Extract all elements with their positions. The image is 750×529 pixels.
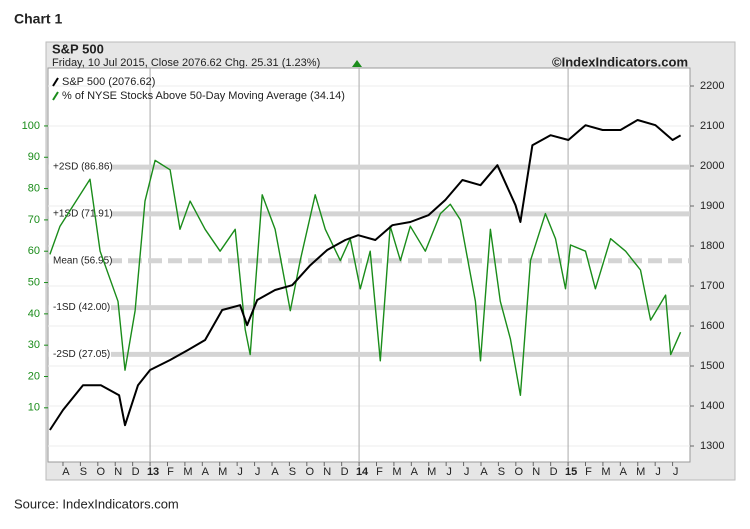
reference-label-bg [49,347,111,361]
y2-tick-label: 1300 [700,440,724,452]
x-tick-label: S [80,466,87,478]
x-tick-label: S [289,466,296,478]
reference-label: +1SD (71.91) [53,209,113,220]
source: Source: IndexIndicators.com [14,496,179,511]
y2-tick-label: 1800 [700,240,724,252]
reference-label: +2SD (86.86) [53,162,113,173]
chart-subtitle: Friday, 10 Jul 2015, Close 2076.62 Chg. … [52,57,320,69]
reference-label-bg [49,253,111,267]
x-tick-label: N [532,466,540,478]
up-arrow [352,60,362,67]
x-tick-label: A [411,466,419,478]
x-tick-label: 15 [565,466,577,478]
x-tick-label: O [306,466,315,478]
x-tick-label: 13 [147,466,159,478]
chart-title: S&P 500 [52,41,104,56]
y-tick-label: 60 [28,245,40,257]
legend-label: % of NYSE Stocks Above 50-Day Moving Ave… [62,90,345,102]
x-tick-label: 14 [356,466,369,478]
legend-label: S&P 500 (2076.62) [62,76,155,88]
reference-label: -1SD (42.00) [53,302,110,313]
x-tick-label: A [620,466,628,478]
y2-tick-label: 1700 [700,280,724,292]
x-tick-label: J [446,466,452,478]
y-tick-label: 40 [28,308,40,320]
y-tick-label: 70 [28,214,40,226]
x-tick-label: F [167,466,174,478]
x-tick-label: A [202,466,210,478]
x-tick-label: M [218,466,227,478]
x-tick-label: A [271,466,279,478]
x-tick-label: J [655,466,661,478]
x-tick-label: M [636,466,645,478]
watermark: ©IndexIndicators.com [552,54,688,69]
series-line [49,159,682,396]
x-tick-label: O [97,466,106,478]
x-tick-label: D [132,466,140,478]
x-tick-label: M [427,466,436,478]
y-tick-label: 30 [28,339,40,351]
x-tick-label: M [392,466,401,478]
x-tick-label: F [585,466,592,478]
reference-label-bg [49,300,111,314]
x-tick-label: J [237,466,243,478]
x-tick-label: J [464,466,470,478]
x-tick-label: J [673,466,679,478]
y-tick-label: 90 [28,151,40,163]
x-tick-label: N [114,466,122,478]
legend-icon [52,91,59,101]
y2-tick-label: 2000 [700,160,724,172]
x-tick-label: O [515,466,524,478]
x-tick-label: D [550,466,558,478]
heading: Chart 1 [14,11,62,27]
x-tick-label: N [323,466,331,478]
reference-label: -2SD (27.05) [53,349,110,360]
y-tick-label: 50 [28,276,40,288]
y2-tick-label: 2200 [700,80,724,92]
y2-tick-label: 1900 [700,200,724,212]
x-tick-label: J [255,466,261,478]
y2-tick-label: 1500 [700,360,724,372]
x-tick-label: F [376,466,383,478]
y2-tick-label: 2100 [700,120,724,132]
x-tick-label: A [62,466,70,478]
y-tick-label: 10 [28,402,40,414]
x-tick-label: S [498,466,505,478]
reference-label-bg [49,160,111,174]
x-tick-label: M [601,466,610,478]
series-line [49,119,682,431]
reference-label: Mean (56.95) [53,255,112,266]
y-tick-label: 100 [22,120,40,132]
y2-tick-label: 1600 [700,320,724,332]
x-tick-label: M [183,466,192,478]
y-tick-label: 80 [28,182,40,194]
x-tick-label: A [480,466,488,478]
plot-area [47,67,691,463]
legend-icon [52,77,59,87]
x-tick-label: D [341,466,349,478]
y-tick-label: 20 [28,370,40,382]
y2-tick-label: 1400 [700,400,724,412]
